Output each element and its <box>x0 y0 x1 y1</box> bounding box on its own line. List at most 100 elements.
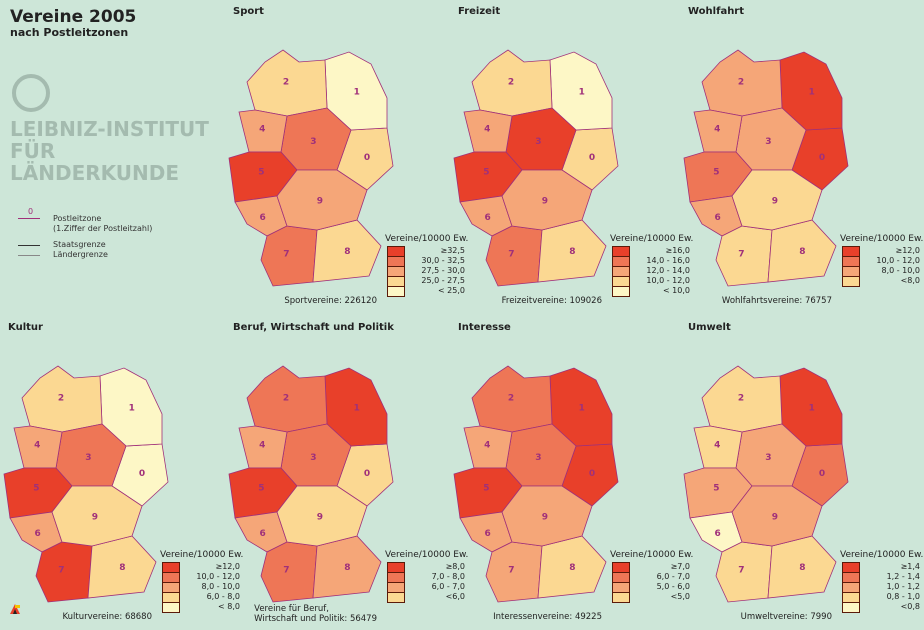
map-title: Interesse <box>458 322 511 333</box>
zone-line-symbol <box>18 218 40 219</box>
zone-label: 9 <box>772 512 778 522</box>
zone-label: 0 <box>139 469 145 479</box>
legend-swatch <box>613 563 629 573</box>
postal-zone-9 <box>276 485 368 547</box>
legend-swatch <box>843 267 859 277</box>
legend-range: 1,0 - 1,2 <box>886 582 920 591</box>
total-count: Sportvereine: 226120 <box>284 296 377 306</box>
map-title: Freizeit <box>458 6 501 17</box>
zone-label: 3 <box>310 453 316 463</box>
postal-zone-4 <box>238 109 288 153</box>
legend-swatch <box>388 573 404 583</box>
legend-swatch <box>388 563 404 573</box>
legend-range: ≥16,0 <box>665 246 690 255</box>
legend-range: ≥32,5 <box>440 246 465 255</box>
legend-swatch <box>163 563 179 573</box>
postal-zone-4 <box>693 425 743 469</box>
zone-label: 8 <box>799 247 805 257</box>
map-panel-wohlfahrt: Wohlfahrt 0 1 2 3 4 5 6 7 8 9 Vereine/10000 Ew. ≥12,… <box>680 6 923 311</box>
map-title: Beruf, Wirtschaft und Politik <box>233 322 394 333</box>
zone-label: 9 <box>542 512 548 522</box>
zone-label: 4 <box>484 124 490 134</box>
zone-label: 8 <box>344 247 350 257</box>
zone-label: 4 <box>259 440 265 450</box>
zone-label: 7 <box>58 565 64 575</box>
legend-swatch <box>388 583 404 593</box>
zone-label: 6 <box>484 529 490 539</box>
legend: Vereine/10000 Ew. ≥12,0 10,0 - 12,0 8,0 - 1… <box>840 234 924 287</box>
zone-label: 0 <box>819 469 825 479</box>
legend-range: 6,0 - 7,0 <box>656 572 690 581</box>
legend-swatch <box>163 573 179 583</box>
legend-swatch <box>613 257 629 267</box>
zone-label: 9 <box>772 196 778 206</box>
zone-label: 7 <box>738 249 744 259</box>
zone-label: 6 <box>259 213 265 223</box>
legend-swatch <box>388 257 404 267</box>
legend-range: ≥8,0 <box>445 562 465 571</box>
page-title: Vereine 2005 <box>10 7 137 27</box>
watermark-logo <box>12 74 50 112</box>
legend-range: 5,0 - 6,0 <box>656 582 690 591</box>
germany-map: 0 1 2 3 4 5 6 7 8 9 <box>453 365 619 603</box>
germany-map: 0 1 2 3 4 5 6 7 8 9 <box>453 49 619 287</box>
zone-label: 2 <box>738 393 744 403</box>
postal-zone-4 <box>463 109 513 153</box>
zone-label: 2 <box>58 393 64 403</box>
legend-range: <6,0 <box>445 592 465 601</box>
legend-range: 0,8 - 1,0 <box>886 592 920 601</box>
zone-label: 8 <box>799 563 805 573</box>
map-panel-umwelt: Umwelt 0 1 2 3 4 5 6 7 8 9 Vereine/10000 Ew. ≥1,4 1,2… <box>680 322 923 627</box>
zone-label: 2 <box>283 393 289 403</box>
legend-range: ≥12,0 <box>895 246 920 255</box>
legend-swatch <box>163 583 179 593</box>
zone-label: 5 <box>483 168 489 178</box>
legend-swatch <box>613 593 629 602</box>
total-count: Interessenvereine: 49225 <box>493 612 602 622</box>
zone-label: 0 <box>819 153 825 163</box>
map-panel-freizeit: Freizeit 0 1 2 3 4 5 6 7 8 9 Vereine/10000 Ew. ≥16,0… <box>450 6 693 311</box>
land-border-symbol <box>18 255 40 256</box>
legend: Vereine/10000 Ew. ≥1,4 1,2 - 1,4 1,0 - 1,2 0… <box>840 550 924 613</box>
total-count: Kulturvereine: 68680 <box>62 612 153 622</box>
zone-label: 3 <box>765 453 771 463</box>
legend: Vereine/10000 Ew. ≥16,0 14,0 - 16,0 12,0 - … <box>610 234 700 297</box>
germany-map: 0 1 2 3 4 5 6 7 8 9 <box>228 365 394 603</box>
legend-swatch <box>843 583 859 593</box>
postal-zone-9 <box>501 485 593 547</box>
legend: Vereine/10000 Ew. ≥7,0 6,0 - 7,0 5,0 - 6,0 <… <box>610 550 700 603</box>
legend-swatch <box>843 603 859 612</box>
postal-zone-9 <box>731 485 823 547</box>
zone-label: 6 <box>484 213 490 223</box>
zone-label: 1 <box>579 403 585 413</box>
legend: Vereine/10000 Ew. ≥12,0 10,0 - 12,0 8,0 - 1… <box>160 550 250 613</box>
zone-label: 1 <box>129 403 135 413</box>
legend-swatch <box>843 593 859 603</box>
legend-range: 8,0 - 10,0 <box>881 266 920 275</box>
legend-swatch <box>388 277 404 287</box>
zone-label: 6 <box>714 529 720 539</box>
postal-zone-9 <box>51 485 143 547</box>
zone-label: 9 <box>542 196 548 206</box>
postal-zone-4 <box>693 109 743 153</box>
zone-label: 9 <box>317 512 323 522</box>
legend-swatch <box>843 257 859 267</box>
zone-label: 1 <box>354 403 360 413</box>
legend-range: < 25,0 <box>437 286 465 295</box>
zone-label: 4 <box>259 124 265 134</box>
key-land-border: Ländergrenze <box>53 250 108 259</box>
legend-swatch <box>388 267 404 277</box>
legend-title: Vereine/10000 Ew. <box>840 550 924 560</box>
legend-swatch <box>613 247 629 257</box>
postal-zone-9 <box>731 169 823 231</box>
legend-title: Vereine/10000 Ew. <box>385 234 469 244</box>
zone-label: 7 <box>283 565 289 575</box>
zone-label: 6 <box>259 529 265 539</box>
zone-label: 8 <box>119 563 125 573</box>
key-zone-note: (1.Ziffer der Postleitzahl) <box>53 224 153 233</box>
zone-label: 4 <box>714 440 720 450</box>
legend-range: 6,0 - 7,0 <box>431 582 465 591</box>
zone-label: 4 <box>34 440 40 450</box>
zone-label: 1 <box>354 87 360 97</box>
legend-range: 30,0 - 32,5 <box>421 256 465 265</box>
